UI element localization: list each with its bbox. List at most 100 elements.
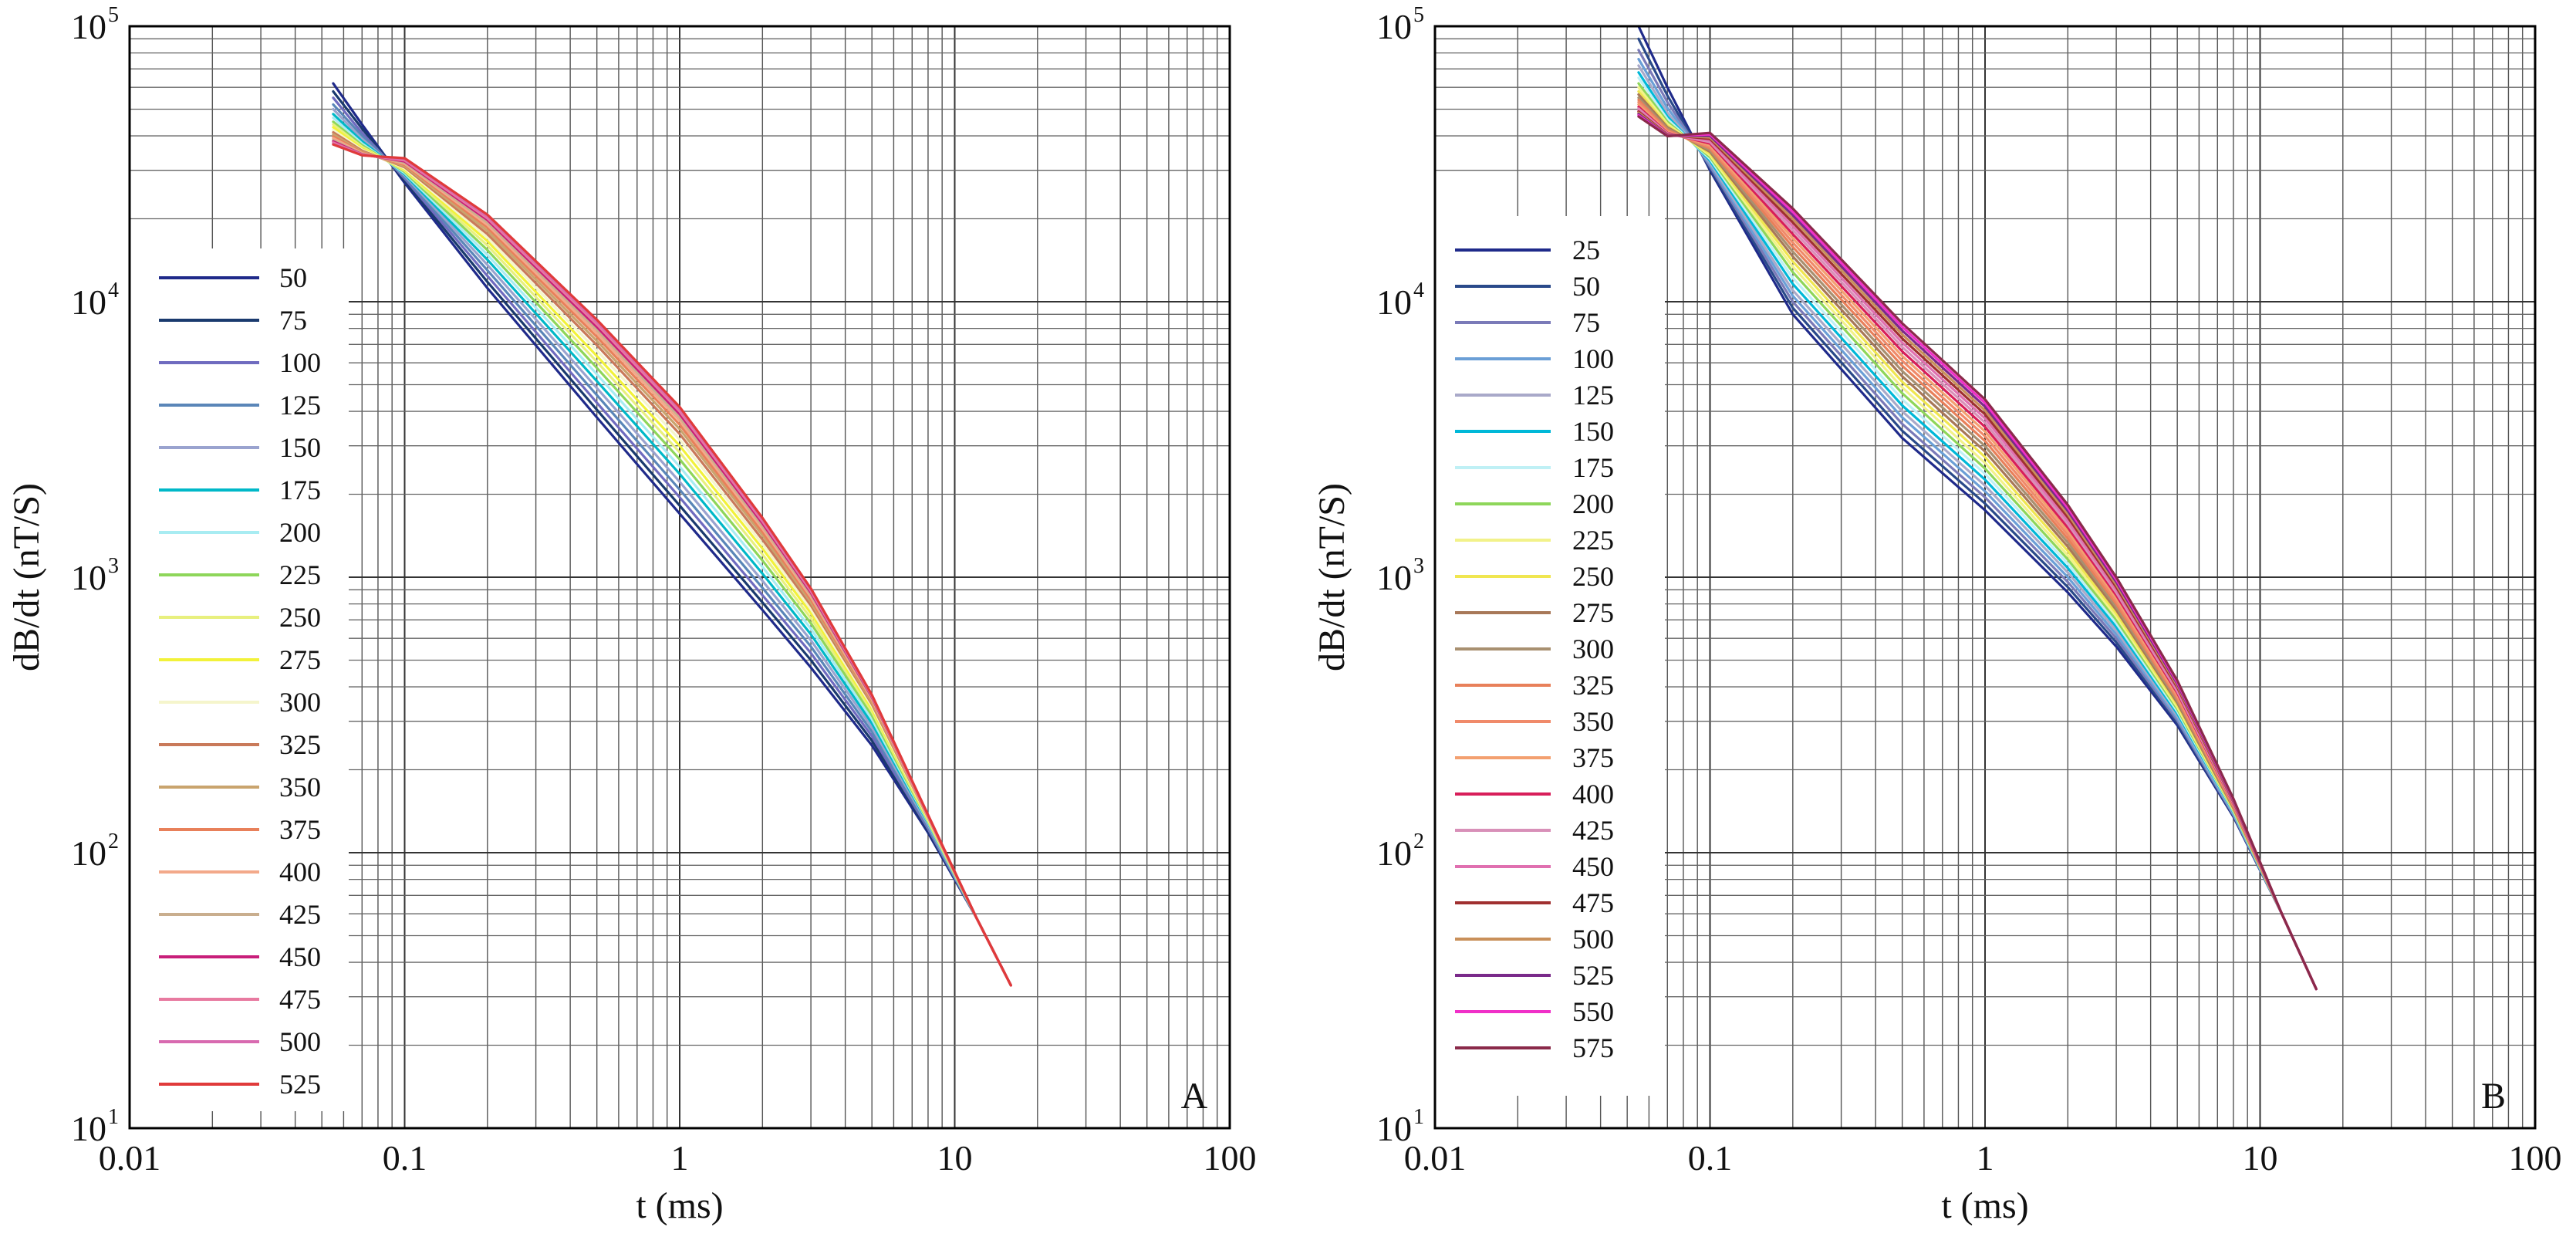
- svg-text:4: 4: [1413, 279, 1424, 302]
- panel-a-x-tick-label: 0.1: [383, 1138, 427, 1178]
- svg-text:2: 2: [108, 830, 119, 853]
- svg-text:10: 10: [1376, 7, 1412, 46]
- legend-label-100: 100: [279, 347, 321, 378]
- panel-b-y-tick-label: 10 3: [1376, 554, 1424, 597]
- legend-label-75: 75: [279, 305, 307, 336]
- panel-a-x-tick-label: 0.01: [99, 1138, 161, 1178]
- svg-text:4: 4: [108, 279, 119, 302]
- legend-label-500: 500: [279, 1026, 321, 1057]
- svg-text:10: 10: [71, 1109, 106, 1148]
- panel-a-tick-labels: 0.01 0.1 1 10 100 10 1 10 2 10 3 10 4 10 5: [71, 3, 1257, 1178]
- panel-a-y-axis-label: dB/dt (nT/S): [6, 483, 47, 671]
- legend-label-150: 150: [1572, 416, 1614, 447]
- legend-label-350: 350: [279, 772, 321, 803]
- svg-text:3: 3: [1413, 554, 1424, 578]
- legend-label-450: 450: [1572, 851, 1614, 882]
- legend-label-425: 425: [279, 899, 321, 930]
- legend-label-525: 525: [1572, 960, 1614, 991]
- legend-label-375: 375: [1572, 742, 1614, 773]
- svg-text:10: 10: [1376, 1109, 1412, 1148]
- svg-text:1: 1: [1413, 1105, 1424, 1129]
- panel-b-legend-items: 25 50 75 100 125 150 175 200 225 250 275 300 325 350 3…: [1455, 235, 1614, 1063]
- panel-b-frame: [1433, 25, 2537, 1130]
- panel-a-series: [332, 82, 1012, 987]
- panel-b-tag: B: [2481, 1076, 2506, 1117]
- legend-label-275: 275: [279, 644, 321, 675]
- panel-a-legend-items: 50 75 100 125 150 175 200 225 250 275 300 325 350 375…: [159, 262, 321, 1100]
- legend-label-350: 350: [1572, 706, 1614, 737]
- svg-text:10: 10: [71, 833, 106, 873]
- panel-b-y-axis-label: dB/dt (nT/S): [1312, 483, 1352, 671]
- legend-label-250: 250: [1572, 561, 1614, 592]
- svg-text:10: 10: [1376, 282, 1412, 322]
- legend-label-450: 450: [279, 941, 321, 972]
- panel-a-y-tick-label: 10 1: [71, 1105, 119, 1148]
- panel-b-y-tick-label: 10 2: [1376, 830, 1424, 873]
- legend-label-550: 550: [1572, 996, 1614, 1027]
- legend-label-125: 125: [279, 390, 321, 421]
- svg-text:3: 3: [108, 554, 119, 578]
- panel-b: 2550751001251501752002252502753003253503…: [1312, 3, 2562, 1226]
- panel-b-legend-background: [1433, 216, 1665, 1096]
- legend-label-225: 225: [1572, 525, 1614, 556]
- legend-label-200: 200: [1572, 488, 1614, 519]
- legend-label-200: 200: [279, 517, 321, 548]
- panel-b-y-tick-label: 10 1: [1376, 1105, 1424, 1148]
- legend-label-225: 225: [279, 559, 321, 590]
- legend-label-525: 525: [279, 1069, 321, 1100]
- legend-label-575: 575: [1572, 1032, 1614, 1063]
- legend-label-50: 50: [1572, 271, 1600, 302]
- panel-b-x-tick-label: 10: [2243, 1138, 2278, 1178]
- legend-label-50: 50: [279, 262, 307, 293]
- panel-b-x-tick-label: 0.01: [1404, 1138, 1467, 1178]
- legend-label-325: 325: [279, 729, 321, 760]
- legend-label-250: 250: [279, 602, 321, 633]
- svg-text:2: 2: [1413, 830, 1424, 853]
- panel-b-legend: 25 50 75 100 125 150 175 200 225 250 275 300 325 350 3…: [1433, 216, 1665, 1096]
- svg-text:10: 10: [1376, 833, 1412, 873]
- legend-label-475: 475: [1572, 887, 1614, 918]
- panel-a-x-tick-label: 1: [671, 1138, 689, 1178]
- svg-text:5: 5: [1413, 3, 1424, 27]
- panel-a-legend: 50 75 100 125 150 175 200 225 250 275 300 325 350 375…: [128, 248, 349, 1111]
- svg-text:10: 10: [71, 558, 106, 597]
- panel-a-x-tick-label: 10: [937, 1138, 973, 1178]
- panel-a-x-axis-label: t (ms): [636, 1185, 723, 1226]
- legend-label-300: 300: [279, 687, 321, 718]
- series-line-575: [1637, 115, 2318, 991]
- panel-a: 50 75 100 125 150 175 200 225 250 275 300 325 350 375…: [6, 3, 1257, 1226]
- panel-b-x-axis-label: t (ms): [1941, 1185, 2028, 1226]
- legend-label-125: 125: [1572, 380, 1614, 411]
- panel-b-tick-labels: 0.01 0.1 1 10 100 10 1 10 2 10 3 10 4 10 5: [1376, 3, 2562, 1178]
- legend-label-475: 475: [279, 984, 321, 1015]
- legend-label-275: 275: [1572, 597, 1614, 628]
- legend-label-425: 425: [1572, 815, 1614, 846]
- panel-a-frame: [128, 25, 1231, 1130]
- legend-label-400: 400: [1572, 779, 1614, 809]
- svg-text:10: 10: [71, 7, 106, 46]
- panel-b-x-tick-label: 100: [2509, 1138, 2562, 1178]
- legend-label-375: 375: [279, 814, 321, 845]
- svg-text:1: 1: [108, 1105, 119, 1129]
- legend-label-150: 150: [279, 432, 321, 463]
- panel-a-y-tick-label: 10 3: [71, 554, 119, 597]
- panel-b-series: [1637, 25, 2318, 991]
- panel-b-y-tick-label: 10 4: [1376, 279, 1424, 322]
- panel-b-x-tick-label: 1: [1977, 1138, 1994, 1178]
- legend-label-325: 325: [1572, 670, 1614, 701]
- panel-b-y-tick-label: 10 5: [1376, 3, 1424, 46]
- panel-a-x-tick-label: 100: [1204, 1138, 1257, 1178]
- panel-a-y-tick-label: 10 5: [71, 3, 119, 46]
- panel-a-y-tick-label: 10 2: [71, 830, 119, 873]
- legend-label-175: 175: [279, 475, 321, 505]
- legend-label-175: 175: [1572, 452, 1614, 483]
- svg-text:10: 10: [71, 282, 106, 322]
- panel-a-tag: A: [1181, 1076, 1208, 1117]
- legend-label-300: 300: [1572, 634, 1614, 664]
- legend-label-500: 500: [1572, 924, 1614, 955]
- series-line-525: [332, 143, 1012, 987]
- legend-label-100: 100: [1572, 343, 1614, 374]
- legend-label-400: 400: [279, 857, 321, 887]
